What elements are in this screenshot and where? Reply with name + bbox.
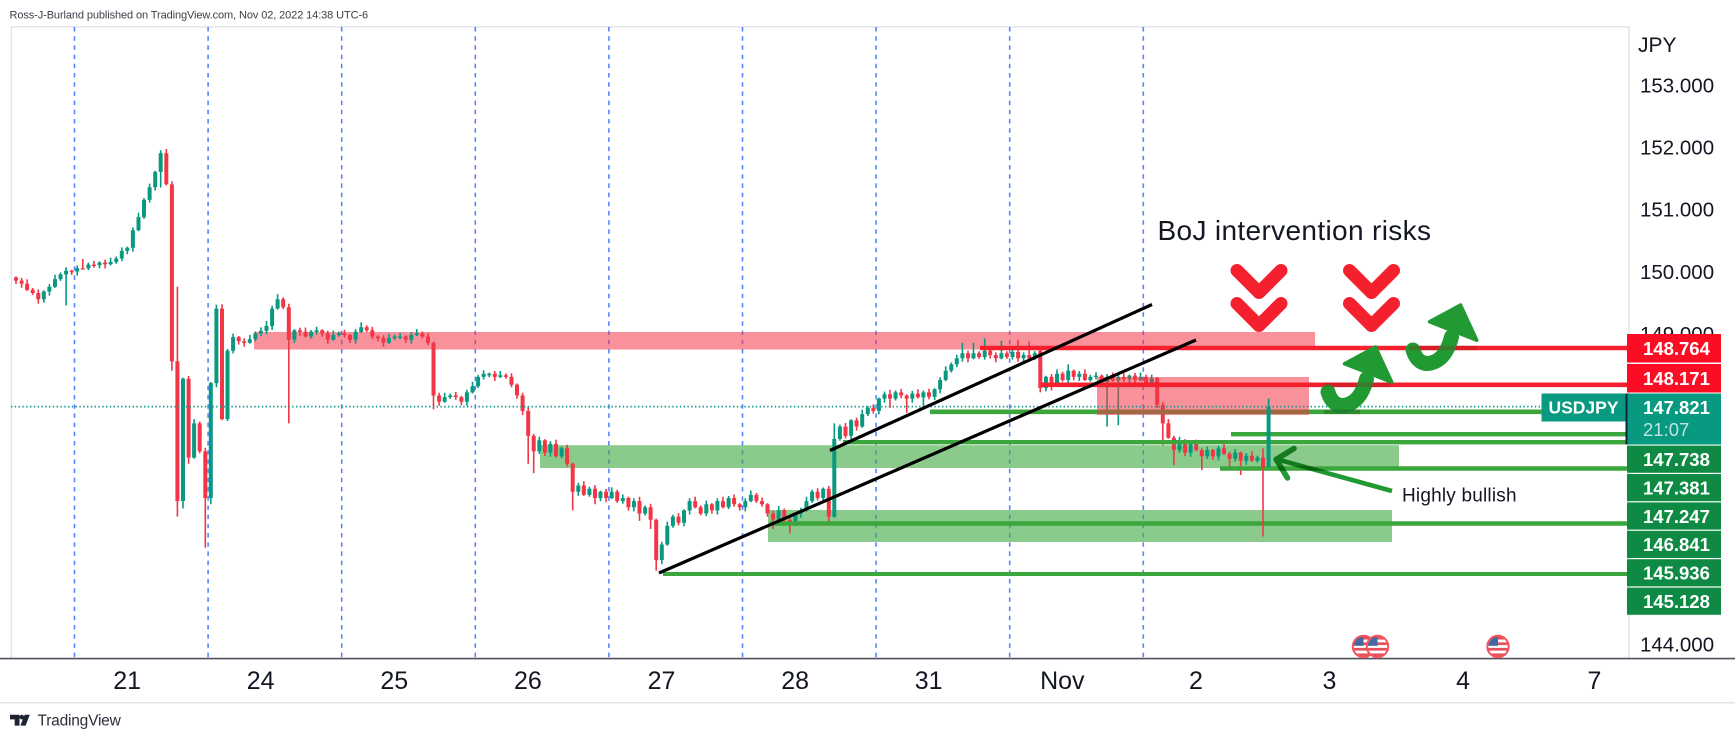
svg-text:TradingView: TradingView bbox=[38, 713, 122, 730]
svg-text:Ross-J-Burland published on Tr: Ross-J-Burland published on TradingView.… bbox=[10, 10, 369, 22]
svg-text:7: 7 bbox=[1588, 667, 1602, 695]
svg-text:144.000: 144.000 bbox=[1640, 633, 1714, 656]
svg-text:148.171: 148.171 bbox=[1643, 368, 1710, 389]
svg-text:21:07: 21:07 bbox=[1643, 419, 1689, 440]
svg-text:145.936: 145.936 bbox=[1643, 563, 1710, 584]
svg-text:148.764: 148.764 bbox=[1643, 338, 1711, 359]
svg-text:28: 28 bbox=[781, 667, 809, 695]
svg-text:152.000: 152.000 bbox=[1640, 137, 1714, 160]
svg-text:BoJ intervention risks: BoJ intervention risks bbox=[1158, 215, 1432, 246]
svg-text:3: 3 bbox=[1323, 667, 1337, 695]
svg-text:145.128: 145.128 bbox=[1643, 591, 1710, 612]
svg-text:21: 21 bbox=[113, 667, 141, 695]
svg-text:4: 4 bbox=[1456, 667, 1470, 695]
svg-text:146.841: 146.841 bbox=[1643, 534, 1710, 555]
svg-text:24: 24 bbox=[247, 667, 275, 695]
svg-text:153.000: 153.000 bbox=[1640, 75, 1714, 98]
svg-text:25: 25 bbox=[380, 667, 408, 695]
svg-text:150.000: 150.000 bbox=[1640, 261, 1714, 284]
svg-text:147.381: 147.381 bbox=[1643, 477, 1710, 498]
svg-text:Nov: Nov bbox=[1040, 667, 1085, 695]
svg-text:JPY: JPY bbox=[1638, 34, 1677, 57]
svg-text:31: 31 bbox=[915, 667, 943, 695]
svg-text:147.247: 147.247 bbox=[1643, 506, 1710, 527]
svg-text:27: 27 bbox=[648, 667, 676, 695]
svg-text:147.821: 147.821 bbox=[1643, 397, 1710, 418]
svg-text:USDJPY: USDJPY bbox=[1548, 398, 1618, 418]
svg-text:26: 26 bbox=[514, 667, 542, 695]
svg-text:147.738: 147.738 bbox=[1643, 449, 1710, 470]
svg-text:2: 2 bbox=[1189, 667, 1203, 695]
svg-text:151.000: 151.000 bbox=[1640, 199, 1714, 222]
svg-text:Highly bullish: Highly bullish bbox=[1402, 486, 1517, 507]
